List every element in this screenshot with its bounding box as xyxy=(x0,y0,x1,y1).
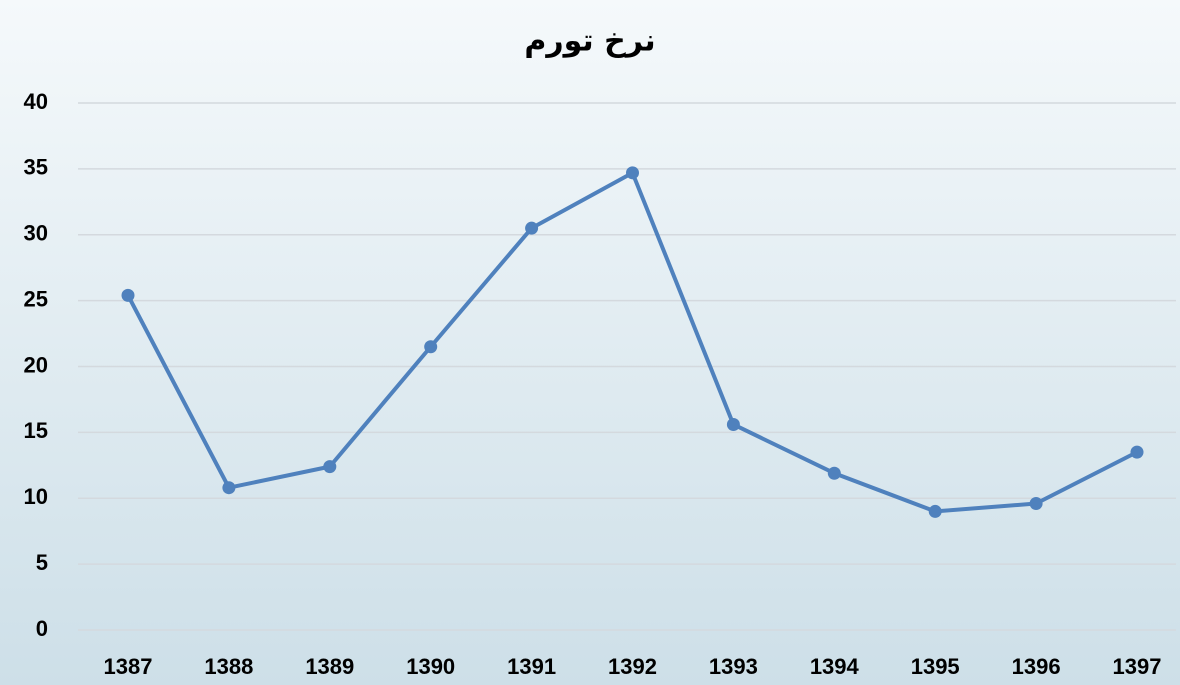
y-tick-label: 40 xyxy=(24,89,48,114)
point xyxy=(222,481,236,495)
x-tick-label: 1396 xyxy=(1012,654,1061,679)
y-tick-label: 30 xyxy=(24,221,48,246)
point xyxy=(827,466,841,480)
x-tick-label: 1387 xyxy=(104,654,153,679)
point xyxy=(1130,445,1144,459)
point xyxy=(626,166,639,180)
chart-title: نرخ تورم xyxy=(524,24,655,59)
point xyxy=(424,340,438,354)
y-tick-label: 15 xyxy=(24,418,48,443)
y-tick-label: 5 xyxy=(36,550,48,575)
x-tick-label: 1392 xyxy=(608,654,657,679)
point xyxy=(1029,497,1043,511)
y-tick-label: 25 xyxy=(24,286,48,311)
x-tick-label: 1391 xyxy=(507,654,556,679)
x-tick-label: 1395 xyxy=(911,654,960,679)
point xyxy=(928,504,942,518)
y-tick-label: 10 xyxy=(24,484,48,509)
point xyxy=(726,417,740,431)
point xyxy=(121,288,135,302)
x-tick-label: 1389 xyxy=(305,654,354,679)
x-tick-label: 1394 xyxy=(810,654,860,679)
y-tick-label: 20 xyxy=(24,352,48,377)
y-tick-label: 35 xyxy=(24,155,48,180)
x-tick-label: 1390 xyxy=(406,654,455,679)
point xyxy=(525,221,539,235)
x-tick-label: 1397 xyxy=(1113,654,1162,679)
x-tick-label: 1388 xyxy=(204,654,253,679)
x-tick-label: 1393 xyxy=(709,654,758,679)
y-tick-label: 0 xyxy=(36,616,48,641)
point xyxy=(323,460,337,474)
